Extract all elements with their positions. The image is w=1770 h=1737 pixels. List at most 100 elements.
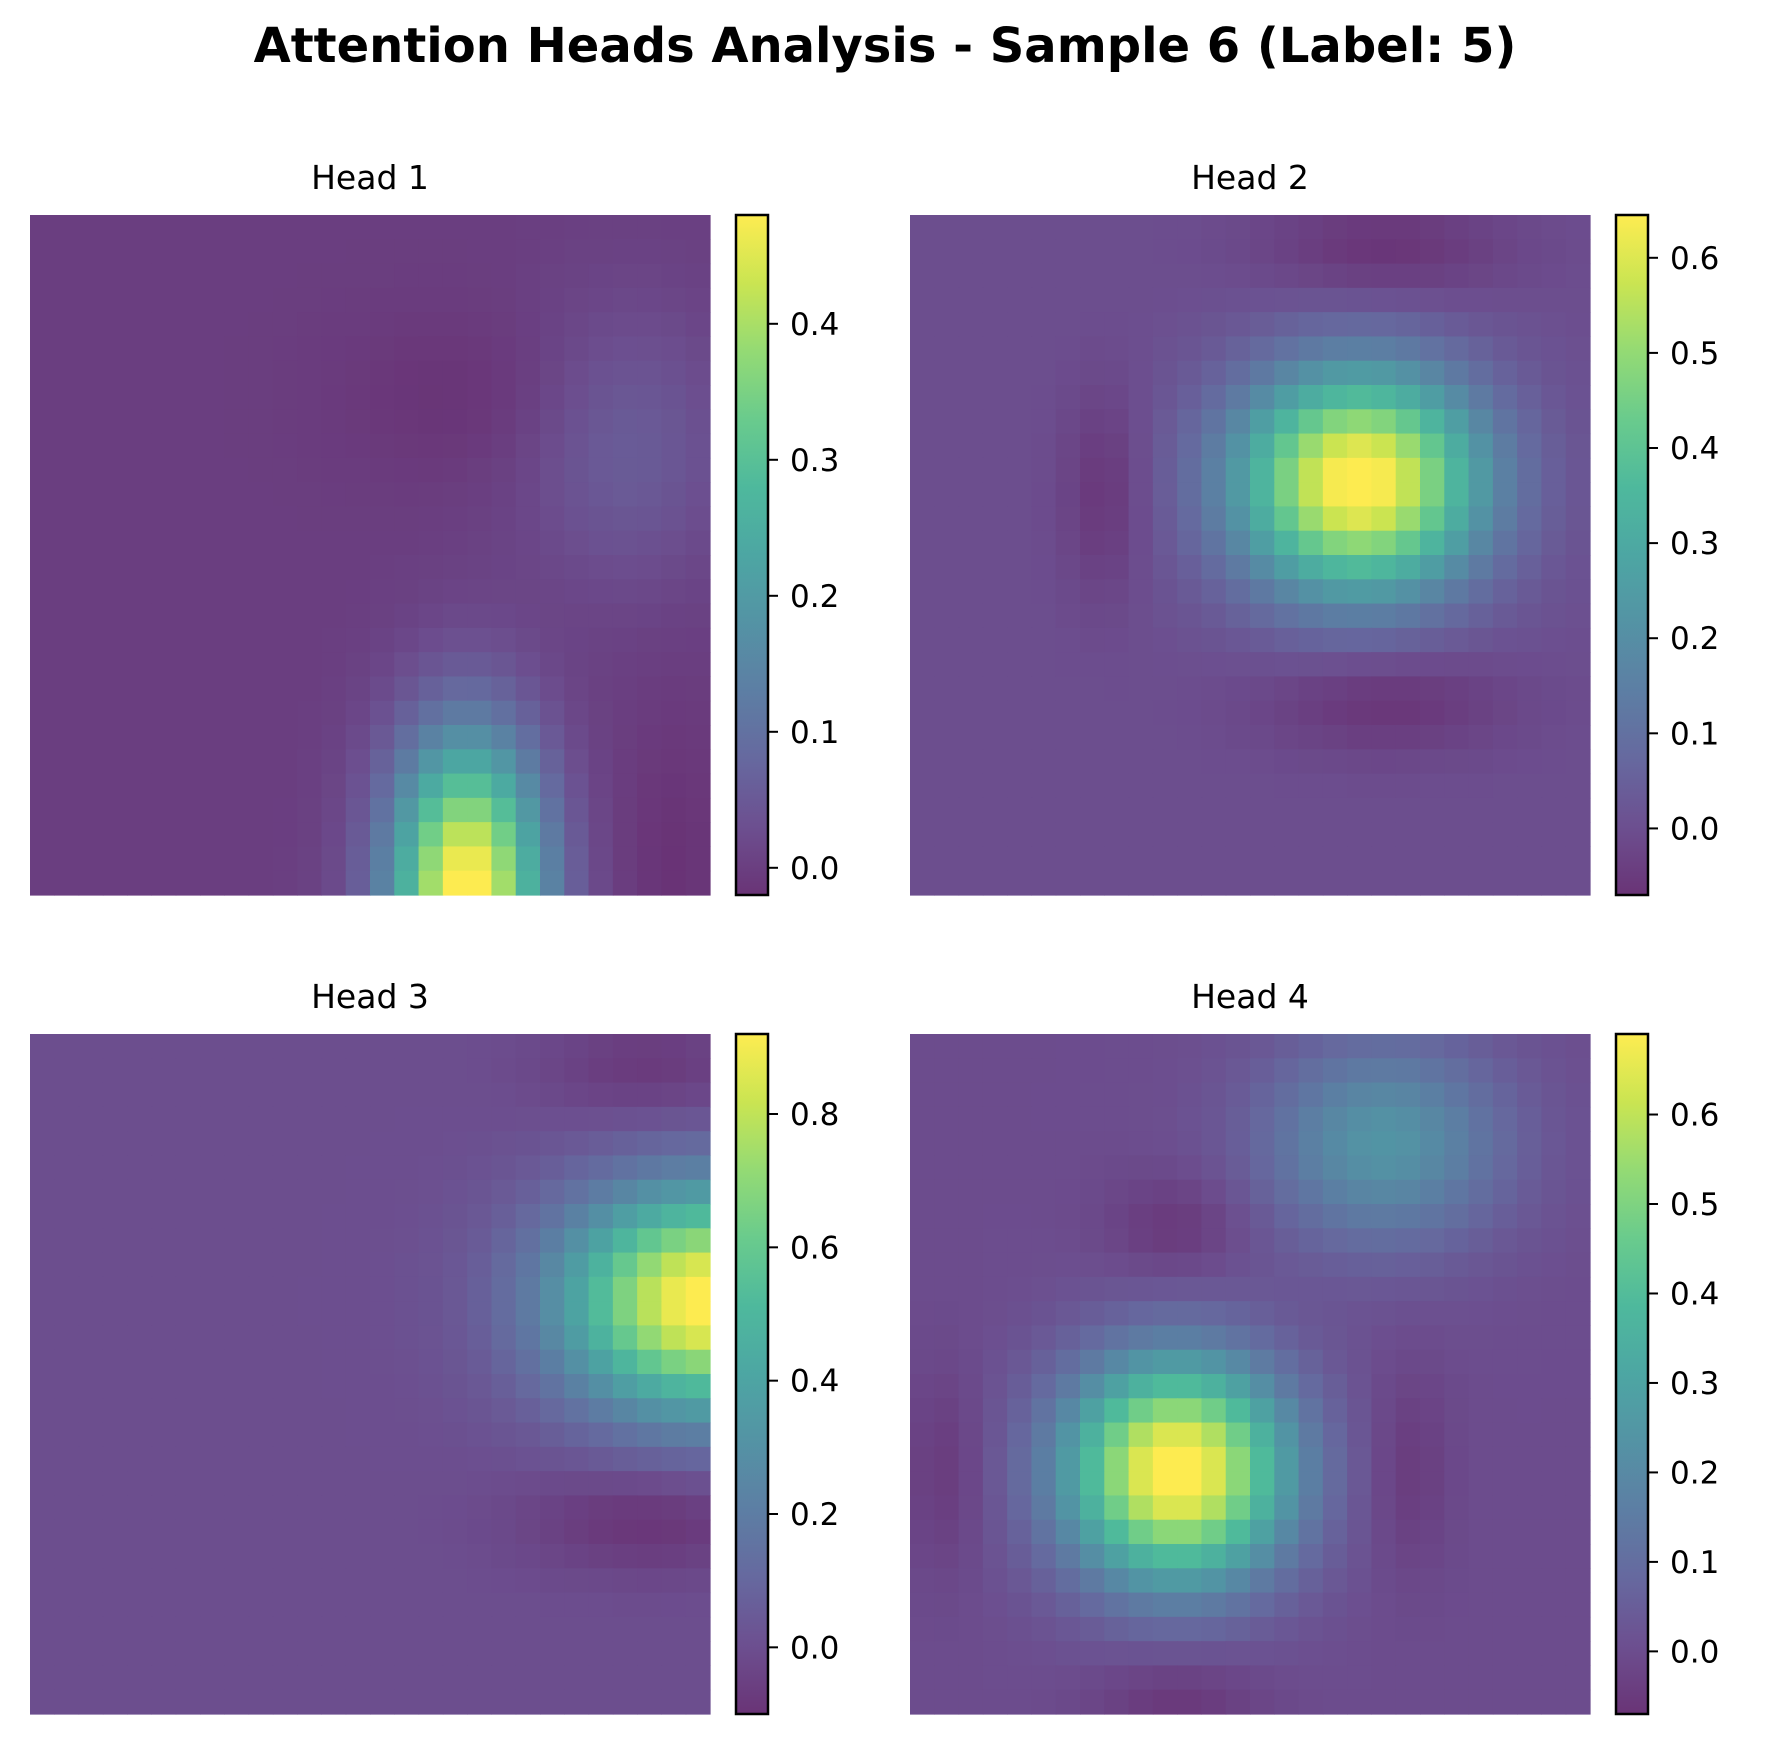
heatmap-cell <box>272 773 298 799</box>
heatmap-cell <box>515 1349 541 1375</box>
heatmap-cell <box>1565 1422 1591 1448</box>
heatmap-cell <box>1322 652 1348 678</box>
heatmap-cell <box>1298 506 1324 532</box>
heatmap-cell <box>1492 360 1518 386</box>
heatmap-cell <box>1031 1689 1057 1715</box>
heatmap-cell <box>491 1374 517 1399</box>
heatmap-cell <box>1371 1131 1397 1157</box>
heatmap-cell <box>1080 482 1105 508</box>
heatmap-cell <box>1541 1349 1567 1375</box>
heatmap-cell <box>491 215 517 240</box>
heatmap-cell <box>467 1495 493 1521</box>
heatmap-cell <box>685 1325 711 1351</box>
heatmap-cell <box>248 1641 274 1667</box>
heatmap-cell <box>685 1374 711 1399</box>
heatmap-cell <box>467 1155 493 1181</box>
heatmap-cell <box>612 1374 638 1399</box>
heatmap-cell <box>1395 725 1421 750</box>
heatmap-cell <box>1128 1544 1154 1569</box>
heatmap-cell <box>685 1519 711 1545</box>
heatmap-cell <box>491 1228 517 1254</box>
heatmap-cell <box>540 1252 565 1278</box>
heatmap-cell <box>370 1155 395 1181</box>
heatmap-cell <box>442 652 468 678</box>
heatmap-cell <box>1322 1155 1348 1181</box>
heatmap-cell <box>612 1398 638 1424</box>
heatmap-cell <box>1517 1446 1543 1472</box>
heatmap-cell <box>442 506 468 532</box>
heatmap-cell <box>1347 676 1373 702</box>
heatmap-cell <box>540 1689 565 1715</box>
heatmap-cell <box>30 700 55 726</box>
heatmap-cell <box>1298 1519 1324 1545</box>
heatmap-cell <box>637 700 663 726</box>
heatmap-cell <box>1492 1034 1518 1059</box>
heatmap-cell <box>1298 797 1324 823</box>
heatmap-cell <box>321 1422 347 1448</box>
heatmap-cell <box>1031 263 1057 289</box>
heatmap-cell <box>1055 1301 1081 1327</box>
heatmap-cell <box>248 773 274 799</box>
heatmap-cell <box>102 1471 128 1497</box>
heatmap-cell <box>540 457 565 483</box>
heatmap-cell <box>1468 870 1494 896</box>
heatmap-cell <box>1298 433 1324 459</box>
heatmap-cell <box>30 1398 55 1424</box>
heatmap-cell <box>934 555 960 580</box>
heatmap-cell <box>910 1301 935 1327</box>
heatmap-cell <box>248 555 274 580</box>
heatmap-cell <box>200 749 225 775</box>
heatmap-cell <box>1492 870 1518 896</box>
heatmap-cell <box>540 676 565 702</box>
heatmap-cell <box>1347 1252 1373 1278</box>
heatmap-cell <box>345 1131 371 1157</box>
heatmap-cell <box>1541 409 1567 435</box>
heatmap-cell <box>637 1544 663 1569</box>
heatmap-cell <box>175 1131 201 1157</box>
heatmap-cell <box>1104 1471 1130 1497</box>
heatmap-cell <box>127 1204 153 1229</box>
heatmap-cell <box>1031 1544 1057 1569</box>
heatmap-cell <box>370 1592 395 1618</box>
heatmap-cell <box>418 530 444 556</box>
heatmap-cell <box>1104 797 1130 823</box>
heatmap-cell <box>272 1665 298 1691</box>
heatmap-cell <box>394 870 420 896</box>
heatmap-cell <box>224 1228 250 1254</box>
heatmap-cell <box>321 1155 347 1181</box>
heatmap-cell <box>1444 1422 1470 1448</box>
heatmap-cell <box>612 1082 638 1108</box>
heatmap-cell <box>588 1228 614 1254</box>
heatmap-cell <box>1152 215 1178 240</box>
heatmap-cell <box>934 1325 960 1351</box>
heatmap-cell <box>175 603 201 629</box>
head-1-title: Head 1 <box>311 158 429 197</box>
heatmap-cell <box>1152 725 1178 750</box>
heatmap-cell <box>1128 1519 1154 1545</box>
heatmap-cell <box>127 1422 153 1448</box>
heatmap-cell <box>1201 1641 1227 1667</box>
heatmap-cell <box>910 1446 935 1472</box>
heatmap-cell <box>540 797 565 823</box>
heatmap-cell <box>175 336 201 362</box>
heatmap-cell <box>467 239 493 265</box>
heatmap-cell <box>1444 1689 1470 1715</box>
heatmap-cell <box>272 215 298 240</box>
heatmap-cell <box>1395 1106 1421 1132</box>
heatmap-cell <box>467 822 493 848</box>
heatmap-cell <box>1492 603 1518 629</box>
heatmap-cell <box>1565 1082 1591 1108</box>
heatmap-cell <box>224 555 250 580</box>
heatmap-cell <box>1468 385 1494 410</box>
heatmap-cell <box>1298 676 1324 702</box>
heatmap-cell <box>1128 627 1154 653</box>
heatmap-cell <box>1468 846 1494 872</box>
heatmap-cell <box>127 1544 153 1569</box>
heatmap-cell <box>1444 1592 1470 1618</box>
heatmap-cell <box>1395 1519 1421 1545</box>
heatmap-cell <box>1565 627 1591 653</box>
heatmap-cell <box>370 1689 395 1715</box>
heatmap-cell <box>297 846 323 872</box>
heatmap-cell <box>102 676 128 702</box>
heatmap-cell <box>934 700 960 726</box>
